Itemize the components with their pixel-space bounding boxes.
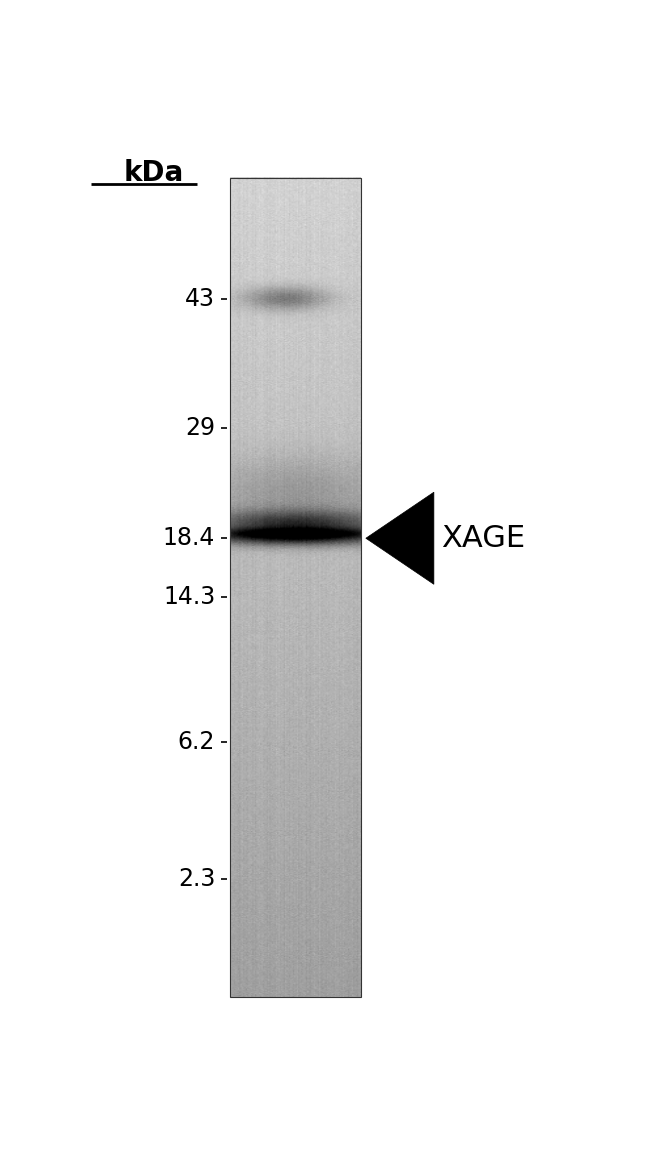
Text: XAGE: XAGE — [441, 523, 526, 553]
Text: 43: 43 — [185, 288, 215, 312]
Text: 2.3: 2.3 — [178, 867, 215, 891]
Text: 6.2: 6.2 — [178, 730, 215, 754]
Text: 14.3: 14.3 — [163, 584, 215, 608]
Polygon shape — [366, 492, 434, 584]
Text: 29: 29 — [185, 415, 215, 439]
Text: kDa: kDa — [124, 160, 185, 187]
Text: 18.4: 18.4 — [163, 527, 215, 550]
Bar — [230, 178, 361, 997]
